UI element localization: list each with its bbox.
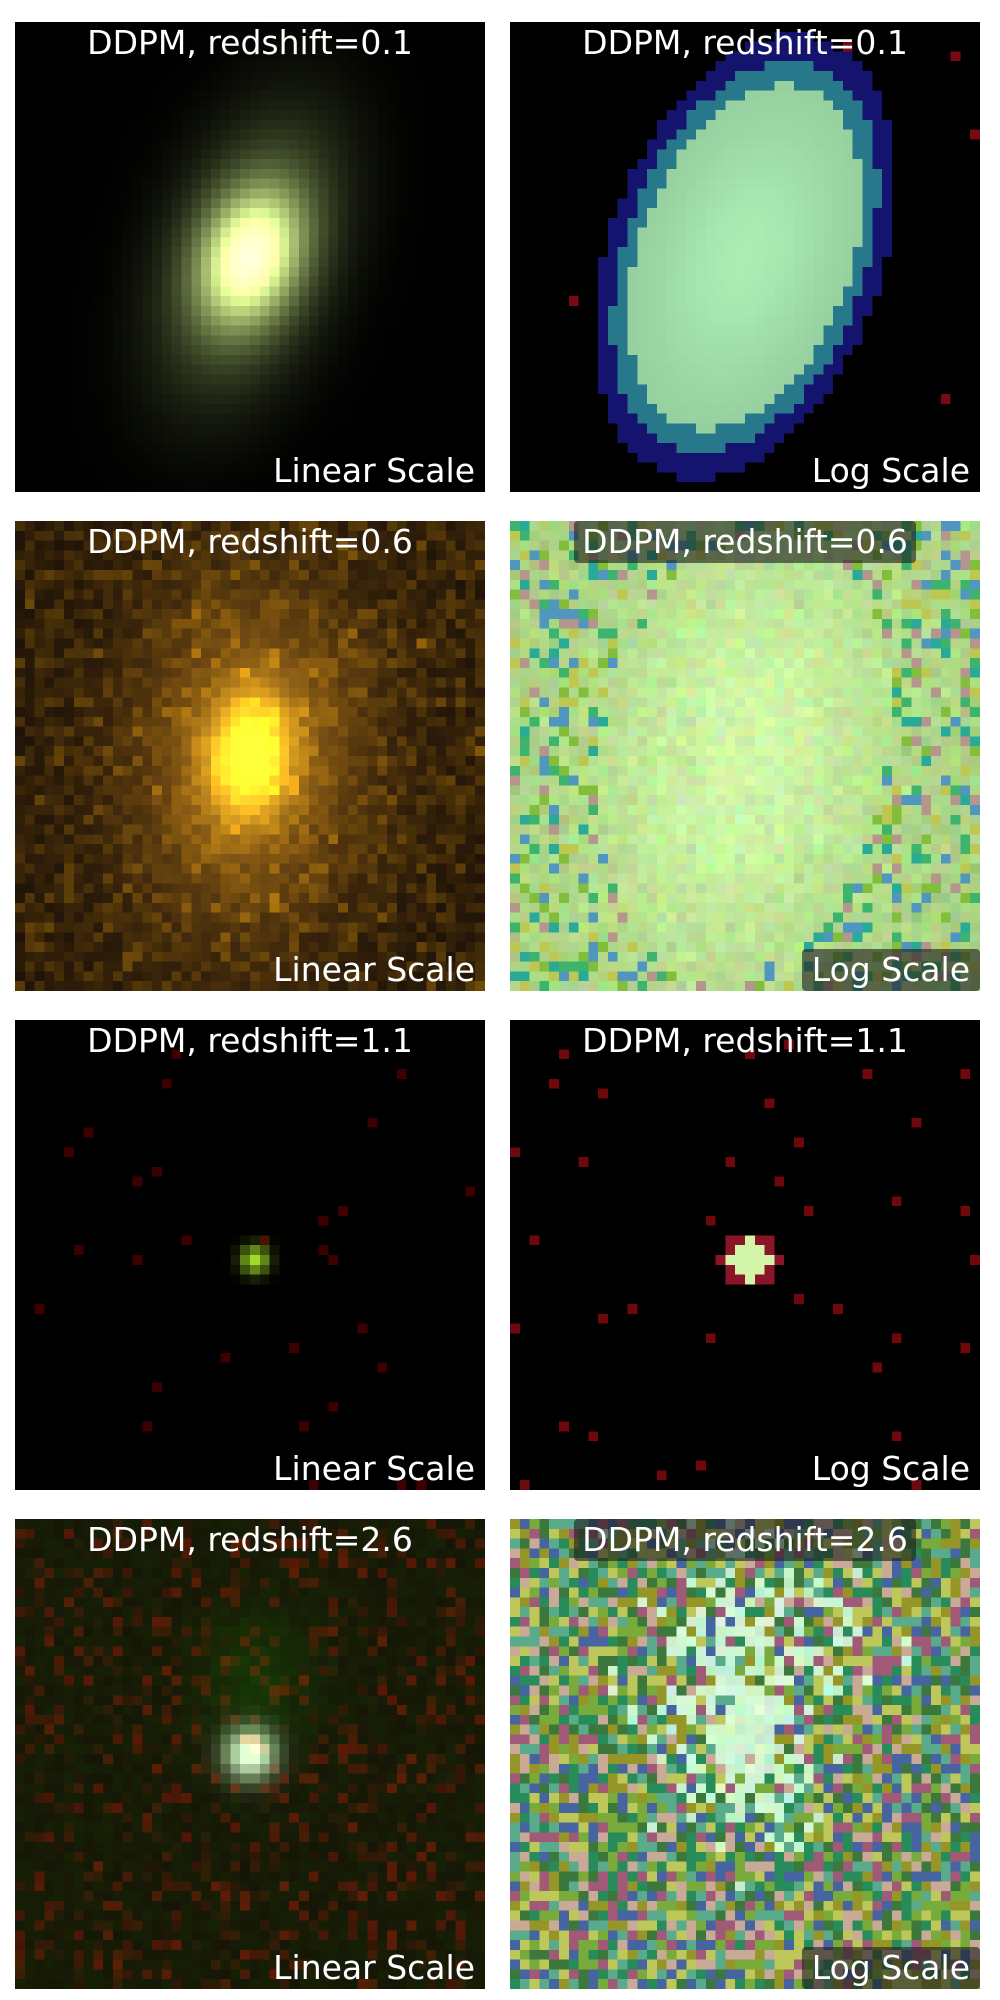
galaxy-image (510, 521, 980, 991)
panel-log-redshift-1.1: DDPM, redshift=1.1 Log Scale (510, 1020, 980, 1490)
scale-label: Linear Scale (273, 1948, 475, 1987)
galaxy-image (15, 22, 485, 492)
scale-label: Linear Scale (273, 451, 475, 490)
scale-label: Log Scale (811, 451, 970, 490)
galaxy-image (510, 22, 980, 492)
galaxy-image (15, 521, 485, 991)
panel-log-redshift-0.6: DDPM, redshift=0.6 Log Scale (510, 521, 980, 991)
panel-linear-redshift-0.6: DDPM, redshift=0.6 Linear Scale (15, 521, 485, 991)
panel-linear-redshift-2.6: DDPM, redshift=2.6 Linear Scale (15, 1519, 485, 1989)
scale-label: Linear Scale (273, 950, 475, 989)
scale-label: Linear Scale (273, 1449, 475, 1488)
scale-label: Log Scale (811, 1449, 970, 1488)
scale-label: Log Scale (801, 949, 980, 991)
galaxy-image (510, 1519, 980, 1989)
galaxy-image (510, 1020, 980, 1490)
panel-log-redshift-2.6: DDPM, redshift=2.6 Log Scale (510, 1519, 980, 1989)
panel-linear-redshift-0.1: DDPM, redshift=0.1 Linear Scale (15, 22, 485, 492)
panel-log-redshift-0.1: DDPM, redshift=0.1 Log Scale (510, 22, 980, 492)
galaxy-image (15, 1020, 485, 1490)
galaxy-image (15, 1519, 485, 1989)
scale-label: Log Scale (801, 1947, 980, 1989)
panel-linear-redshift-1.1: DDPM, redshift=1.1 Linear Scale (15, 1020, 485, 1490)
